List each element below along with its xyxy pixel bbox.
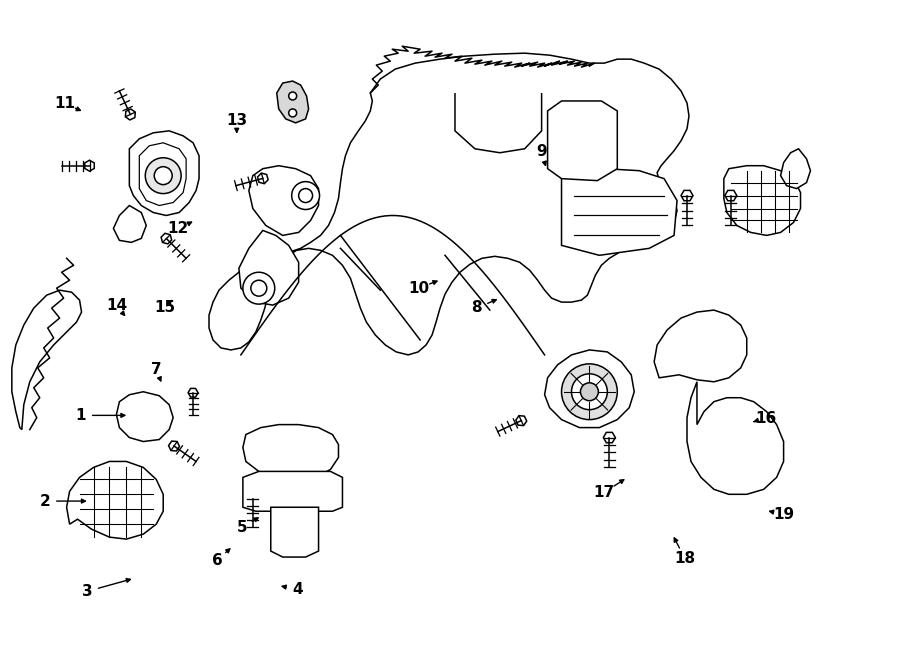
Text: 4: 4: [292, 582, 303, 597]
Text: 7: 7: [150, 361, 161, 377]
Polygon shape: [116, 392, 173, 442]
Circle shape: [243, 272, 274, 304]
Circle shape: [154, 167, 172, 185]
Polygon shape: [12, 290, 82, 430]
Text: 2: 2: [40, 494, 50, 508]
Polygon shape: [257, 173, 268, 183]
Polygon shape: [85, 160, 94, 171]
Text: 17: 17: [594, 485, 615, 500]
Polygon shape: [681, 191, 693, 201]
Polygon shape: [562, 169, 677, 256]
Polygon shape: [248, 166, 319, 236]
Polygon shape: [276, 81, 309, 123]
Text: 9: 9: [536, 144, 546, 159]
Text: 5: 5: [237, 520, 248, 535]
Polygon shape: [603, 432, 616, 443]
Polygon shape: [125, 109, 135, 120]
Polygon shape: [516, 416, 526, 426]
Polygon shape: [243, 424, 338, 479]
Text: 6: 6: [212, 553, 222, 568]
Circle shape: [289, 92, 297, 100]
Polygon shape: [243, 471, 343, 511]
Text: 15: 15: [155, 301, 176, 315]
Circle shape: [562, 364, 617, 420]
Polygon shape: [544, 350, 634, 428]
Polygon shape: [113, 205, 147, 242]
Polygon shape: [547, 101, 617, 181]
Polygon shape: [161, 233, 172, 244]
Text: 16: 16: [755, 410, 776, 426]
Polygon shape: [247, 494, 259, 504]
Text: 13: 13: [226, 113, 248, 128]
Text: 11: 11: [54, 96, 75, 111]
Polygon shape: [724, 191, 737, 201]
Polygon shape: [654, 310, 747, 382]
Polygon shape: [780, 149, 811, 189]
Text: 8: 8: [472, 301, 482, 315]
Polygon shape: [724, 166, 800, 236]
Circle shape: [292, 181, 320, 209]
Polygon shape: [168, 441, 179, 451]
Text: 10: 10: [408, 281, 429, 296]
Polygon shape: [687, 382, 784, 495]
Polygon shape: [67, 461, 163, 539]
Text: 12: 12: [166, 221, 188, 236]
Circle shape: [145, 158, 181, 193]
Text: 1: 1: [76, 408, 86, 423]
Polygon shape: [238, 230, 299, 305]
Circle shape: [580, 383, 598, 401]
Polygon shape: [271, 507, 319, 557]
Text: 14: 14: [106, 299, 127, 313]
Polygon shape: [209, 53, 689, 355]
Polygon shape: [130, 131, 199, 216]
Polygon shape: [188, 389, 198, 397]
Text: 18: 18: [674, 551, 696, 566]
Text: 19: 19: [773, 507, 794, 522]
Text: 3: 3: [82, 584, 93, 599]
Circle shape: [572, 374, 608, 410]
Circle shape: [289, 109, 297, 117]
